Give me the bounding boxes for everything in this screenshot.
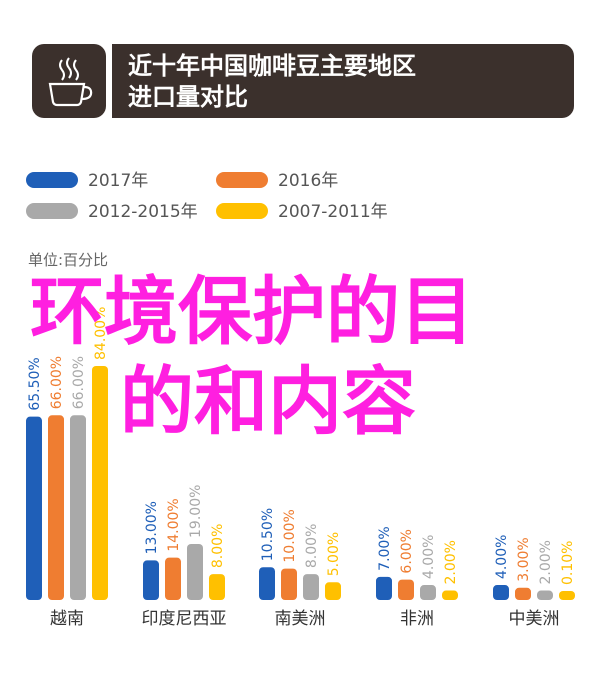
legend-label-3: 2012-2015年 xyxy=(88,202,198,222)
value-label-3-4: 5.00% xyxy=(326,532,342,576)
value-label-2-4: 8.00% xyxy=(210,524,226,568)
bar-4-1 xyxy=(376,576,392,600)
bar-5-2 xyxy=(515,587,531,600)
value-label-2-2: 14.00% xyxy=(166,498,182,551)
bar-5-4 xyxy=(559,591,575,600)
bar-3-3 xyxy=(303,574,319,600)
legend-swatch-1 xyxy=(26,172,78,188)
bar-5-1 xyxy=(493,585,509,600)
bar-3-4 xyxy=(325,582,341,600)
bar-1-2 xyxy=(48,415,64,600)
category-label-2: 印度尼西亚 xyxy=(142,609,227,629)
value-label-5-1: 4.00% xyxy=(494,535,510,579)
title-line-1: 近十年中国咖啡豆主要地区 xyxy=(128,52,416,80)
title-box: 近十年中国咖啡豆主要地区 进口量对比 xyxy=(112,44,574,118)
overlay-line-1: 环境保护的目 xyxy=(30,269,474,355)
legend-swatch-3 xyxy=(26,203,78,219)
value-label-3-2: 10.00% xyxy=(282,509,298,562)
title-line-2: 进口量对比 xyxy=(128,83,248,111)
value-label-4-1: 7.00% xyxy=(377,526,393,570)
bars: 65.50% 66.00% 66.00% 84.00% 13.00% 14.00% 19.0… xyxy=(26,307,576,600)
bar-4-3 xyxy=(420,585,436,600)
bar-2-1 xyxy=(143,560,159,600)
legend: 2017年 2016年 2012-2015年 2007-2011年 xyxy=(26,171,388,222)
value-label-5-3: 2.00% xyxy=(538,540,554,584)
value-label-1-1: 65.50% xyxy=(27,357,43,410)
value-label-2-1: 13.00% xyxy=(144,501,160,554)
bar-1-4 xyxy=(92,366,108,600)
value-label-3-1: 10.50% xyxy=(260,508,276,561)
value-label-5-4: 0.10% xyxy=(560,541,576,585)
value-label-1-2: 66.00% xyxy=(49,356,65,409)
unit-label: 单位:百分比 xyxy=(28,251,108,269)
bar-1-3 xyxy=(70,415,86,600)
chart-title: 近十年中国咖啡豆主要地区 进口量对比 xyxy=(128,51,416,113)
category-label-4: 非洲 xyxy=(400,609,434,629)
legend-swatch-4 xyxy=(216,203,268,219)
category-labels: 越南 印度尼西亚 南美洲 非洲 中美洲 xyxy=(50,609,560,629)
bar-2-3 xyxy=(187,543,203,600)
bar-3-1 xyxy=(259,567,275,600)
overlay-text: 环境保护的目 的和内容 xyxy=(30,269,474,445)
value-label-4-3: 4.00% xyxy=(421,535,437,579)
value-label-5-2: 3.00% xyxy=(516,537,532,581)
value-label-2-3: 19.00% xyxy=(188,485,204,538)
category-label-5: 中美洲 xyxy=(509,609,560,629)
legend-label-2: 2016年 xyxy=(278,171,338,191)
value-label-1-3: 66.00% xyxy=(71,356,87,409)
legend-label-1: 2017年 xyxy=(88,171,148,191)
category-label-1: 越南 xyxy=(50,609,84,629)
bar-5-3 xyxy=(537,590,553,600)
category-label-3: 南美洲 xyxy=(275,609,326,629)
header: 近十年中国咖啡豆主要地区 进口量对比 xyxy=(32,44,574,118)
value-label-4-4: 2.00% xyxy=(443,540,459,584)
value-label-3-3: 8.00% xyxy=(304,524,320,568)
bar-2-2 xyxy=(165,557,181,600)
overlay-line-2: 的和内容 xyxy=(120,359,416,445)
bar-4-4 xyxy=(442,590,458,600)
value-label-1-4: 84.00% xyxy=(93,307,109,360)
bar-4-2 xyxy=(398,579,414,600)
value-label-4-2: 6.00% xyxy=(399,529,415,573)
legend-swatch-2 xyxy=(216,172,268,188)
bar-3-2 xyxy=(281,568,297,600)
logo-box xyxy=(32,44,106,118)
bar-1-1 xyxy=(26,416,42,600)
legend-label-4: 2007-2011年 xyxy=(278,202,388,222)
bar-2-4 xyxy=(209,574,225,600)
coffee-cup-icon xyxy=(48,57,93,107)
